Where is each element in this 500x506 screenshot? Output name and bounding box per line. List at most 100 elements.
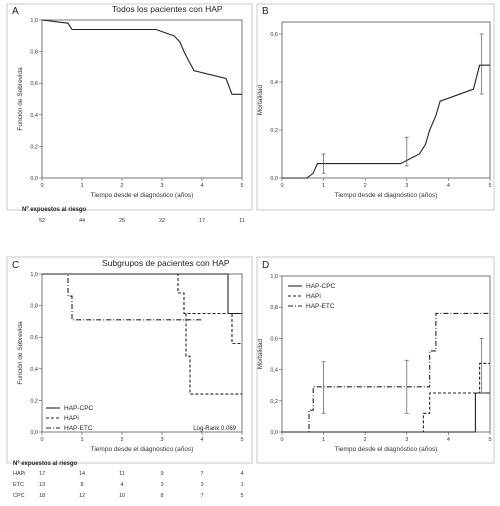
risk-value: 8 (80, 482, 83, 488)
y-tick-label: 0,0 (270, 430, 278, 436)
y-tick-label: 0,4 (30, 367, 38, 373)
legend-label: HAP-CPC (64, 405, 94, 412)
x-tick-label: 4 (447, 183, 450, 189)
legend-label: HAP-ETC (306, 303, 335, 310)
risk-value: 11 (119, 471, 125, 477)
y-tick-label: 0,2 (270, 399, 278, 405)
risk-table-title: Nº expuestos al riesgo (13, 461, 78, 467)
x-tick-label: 3 (405, 183, 408, 189)
panel-letter: D (262, 260, 269, 271)
x-tick-label: 4 (447, 437, 450, 443)
x-tick-label: 4 (200, 437, 203, 443)
x-tick-label: 5 (488, 437, 491, 443)
x-tick-label: 1 (322, 437, 325, 443)
panel-d: D 0 1 2 3 4 5 0,0 0,2 0,4 0,6 0,8 1,0 Tiempo desde el… (257, 260, 492, 453)
legend-label: HAP-ETC (64, 425, 93, 432)
x-tick-label: 3 (405, 437, 408, 443)
risk-value: 7 (200, 493, 203, 499)
y-tick-label: 0,2 (30, 398, 38, 404)
legend-label: HAP-CPC (306, 283, 336, 290)
x-tick-label: 1 (80, 437, 83, 443)
y-tick-label: 0,4 (270, 80, 278, 86)
risk-row-label: CPC (13, 493, 25, 499)
risk-value: 3 (200, 482, 203, 488)
risk-value: 11 (239, 218, 245, 224)
series-line-hapi-1 (42, 273, 242, 345)
risk-value: 52 (39, 218, 45, 224)
chart-title: Todos los pacientes con HAP (112, 4, 223, 14)
legend-label: HAPi (306, 293, 321, 300)
risk-table-title: Nº expuestos al riesgo (22, 207, 87, 213)
series-line-all-0 (41, 19, 242, 95)
x-tick-label: 5 (240, 437, 243, 443)
x-axis-label: Tiempo desde el diagnóstico (años) (335, 446, 438, 453)
panel-letter: C (12, 260, 19, 271)
series-line-hapi-b-2 (185, 313, 242, 395)
legend-label: HAPi (64, 415, 79, 422)
x-axis-label: Tiempo desde el diagnóstico (años) (91, 446, 194, 453)
y-tick-label: 1,0 (270, 274, 278, 280)
log-rank-annotation: Log-Rank 0.069 (193, 426, 236, 432)
risk-value: 8 (160, 493, 163, 499)
y-tick-label: 0,6 (270, 32, 278, 38)
y-tick-label: 0,6 (270, 336, 278, 342)
x-axis-label: Tiempo desde el diagnóstico (años) (335, 192, 438, 199)
y-tick-label: 0,0 (270, 176, 278, 182)
x-axis-label: Tiempo desde el diagnóstico (años) (91, 192, 194, 199)
y-tick-label: 0,4 (270, 368, 278, 374)
risk-value: 26 (119, 218, 125, 224)
x-tick-label: 3 (160, 183, 163, 189)
risk-value: 44 (79, 218, 85, 224)
plot-area (41, 19, 243, 179)
y-axis-label: Mortalidad (257, 84, 264, 115)
chart-title: Subgrupos de pacientes con HAP (102, 258, 230, 268)
series-line-hapi-1 (282, 362, 490, 433)
risk-value: 5 (240, 493, 243, 499)
risk-value: 7 (200, 471, 203, 477)
panel-letter: B (262, 6, 269, 17)
x-tick-label: 5 (240, 183, 243, 189)
x-tick-label: 1 (80, 183, 83, 189)
risk-value: 18 (39, 493, 45, 499)
x-tick-label: 0 (40, 183, 43, 189)
x-tick-label: 4 (200, 183, 203, 189)
y-tick-label: 1,0 (30, 18, 38, 24)
panel-b: B 0 1 2 3 4 5 0,0 0,2 0,4 0,6 Tiempo desde el diagn… (257, 6, 492, 199)
x-tick-label: 2 (364, 183, 367, 189)
y-tick-label: 0,8 (30, 50, 38, 56)
y-tick-label: 0,2 (270, 128, 278, 134)
panel-b-frame (256, 3, 495, 211)
x-tick-label: 3 (160, 437, 163, 443)
y-tick-label: 0,8 (30, 304, 38, 310)
x-tick-label: 5 (488, 183, 491, 189)
panel-a: A Todos los pacientes con HAP 0 1 2 3 4 5 0,0 0,2… (12, 4, 245, 224)
panel-a-frame (6, 3, 253, 211)
y-tick-label: 0,2 (30, 144, 38, 150)
plot-area (281, 21, 491, 179)
panel-d-frame (256, 256, 495, 464)
y-tick-label: 0,4 (30, 113, 38, 119)
y-tick-label: 0,6 (30, 335, 38, 341)
risk-row-label: HAPi (13, 471, 26, 477)
series-line-all-0 (282, 64, 490, 179)
risk-value: 4 (240, 471, 243, 477)
y-tick-label: 0,6 (30, 81, 38, 87)
risk-value: 14 (79, 471, 85, 477)
risk-row-label: ETC (13, 482, 24, 488)
y-tick-label: 0,0 (30, 176, 38, 182)
y-axis-label: Función de Sobrevida (17, 67, 24, 131)
x-tick-label: 2 (120, 437, 123, 443)
x-tick-label: 0 (280, 437, 283, 443)
y-tick-label: 1,0 (30, 272, 38, 278)
x-tick-label: 0 (280, 183, 283, 189)
risk-value: 3 (160, 482, 163, 488)
risk-value: 13 (39, 482, 45, 488)
risk-value: 10 (119, 493, 125, 499)
y-axis-label: Función de Sobrevida (17, 321, 24, 385)
risk-value: 22 (159, 218, 165, 224)
risk-value: 1 (240, 482, 243, 488)
risk-value: 12 (79, 493, 85, 499)
panel-c-frame (6, 256, 253, 464)
series-line-hap-etc-2 (282, 312, 490, 433)
